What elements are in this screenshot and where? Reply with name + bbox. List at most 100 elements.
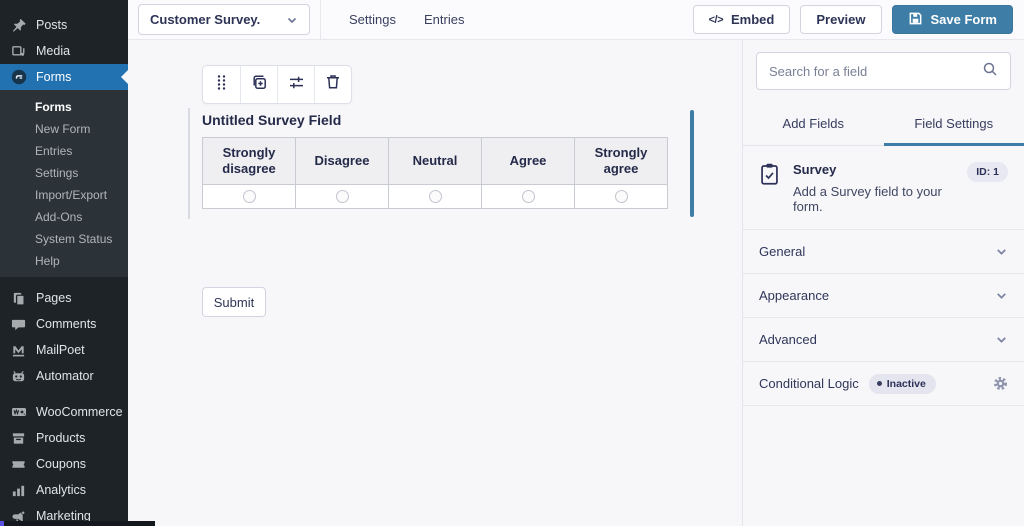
gravity-forms-icon xyxy=(10,69,27,85)
likert-table: Strongly disagree Disagree Neutral Agree… xyxy=(202,137,668,209)
field-settings-button[interactable] xyxy=(277,66,314,103)
conditional-logic-row: Conditional Logic Inactive xyxy=(743,361,1024,405)
embed-button[interactable]: </> Embed xyxy=(692,5,791,34)
likert-cell xyxy=(389,185,482,209)
sidebar-item-label: Coupons xyxy=(36,457,87,471)
status-badge: Inactive xyxy=(868,373,936,394)
sidebar-item-forms[interactable]: Forms xyxy=(0,64,128,90)
accordion-label: General xyxy=(759,244,806,259)
gear-icon[interactable] xyxy=(993,376,1008,391)
sidebar-item-coupons[interactable]: Coupons xyxy=(0,451,128,477)
survey-field[interactable]: Untitled Survey Field Strongly disagree … xyxy=(188,108,694,219)
field-id-badge: ID: 1 xyxy=(967,162,1008,182)
code-icon: </> xyxy=(708,13,724,26)
accordion-label: Advanced xyxy=(759,332,817,347)
submenu-item-help[interactable]: Help xyxy=(35,254,60,268)
submenu-item-entries[interactable]: Entries xyxy=(35,144,73,158)
sidebar-item-products[interactable]: Products xyxy=(0,425,128,451)
save-form-button[interactable]: Save Form xyxy=(891,5,1013,34)
likert-cell xyxy=(575,185,668,209)
chevron-down-icon xyxy=(995,289,1008,302)
likert-cell xyxy=(203,185,296,209)
chevron-down-icon xyxy=(286,14,298,26)
tab-add-fields[interactable]: Add Fields xyxy=(782,116,844,131)
sidebar-item-label: Pages xyxy=(36,291,72,305)
sidebar-item-woocommerce[interactable]: WooCommerce xyxy=(0,399,128,425)
form-switcher-value: Customer Survey. xyxy=(150,12,261,27)
sidebar-item-label: Products xyxy=(36,431,86,445)
sidebar-item-label: Forms xyxy=(36,70,72,84)
submenu-item-system-status[interactable]: System Status xyxy=(35,232,113,246)
submit-button[interactable]: Submit xyxy=(202,287,266,317)
likert-cell xyxy=(482,185,575,209)
likert-column-header: Neutral xyxy=(389,138,482,185)
duplicate-icon xyxy=(250,73,269,97)
radio-disagree[interactable] xyxy=(335,190,349,203)
sidebar-item-posts[interactable]: Posts xyxy=(0,12,128,38)
editor-topbar: Customer Survey. Settings Entries </> Em… xyxy=(128,0,1024,40)
sidebar-item-automator[interactable]: Automator xyxy=(0,363,128,389)
sidebar-item-pages[interactable]: Pages xyxy=(0,285,128,311)
drag-handle[interactable] xyxy=(203,66,240,103)
chevron-down-icon xyxy=(995,245,1008,258)
search-input[interactable] xyxy=(769,63,974,79)
bottom-edge-strip xyxy=(0,521,155,526)
likert-cell xyxy=(296,185,389,209)
sidebar-item-mailpoet[interactable]: MailPoet xyxy=(0,337,128,363)
submenu-item-import-export[interactable]: Import/Export xyxy=(35,188,108,202)
sidebar-item-label: Media xyxy=(36,44,71,58)
forms-submenu: Forms New Form Entries Settings Import/E… xyxy=(0,90,128,277)
radio-strongly-disagree[interactable] xyxy=(242,190,256,203)
sidebar-item-analytics[interactable]: Analytics xyxy=(0,477,128,503)
radio-strongly-agree[interactable] xyxy=(614,190,628,203)
sidebar-item-label: WooCommerce xyxy=(36,405,123,419)
likert-column-header: Strongly disagree xyxy=(203,138,296,185)
save-form-label: Save Form xyxy=(930,12,997,27)
sidebar-item-label: MailPoet xyxy=(36,343,85,357)
media-icon xyxy=(10,44,27,59)
sidebar-item-label: Comments xyxy=(36,317,97,331)
tab-field-settings[interactable]: Field Settings xyxy=(883,103,1024,146)
embed-button-label: Embed xyxy=(731,12,775,27)
status-badge-label: Inactive xyxy=(886,377,926,390)
accordion-general[interactable]: General xyxy=(743,229,1024,273)
comment-bubble-icon xyxy=(10,317,27,332)
field-selection-bar xyxy=(690,110,694,217)
duplicate-field-button[interactable] xyxy=(240,66,277,103)
clipboard-icon xyxy=(759,162,780,191)
tab-entries[interactable]: Entries xyxy=(423,12,465,27)
accordion-label: Appearance xyxy=(759,288,830,303)
form-switcher-dropdown[interactable]: Customer Survey. xyxy=(138,4,310,35)
field-type-header: Survey Add a Survey field to your form. … xyxy=(743,146,1024,229)
sidebar-item-label: Marketing xyxy=(36,509,91,523)
sidebar-item-marketing[interactable]: Marketing xyxy=(0,503,128,526)
ticket-icon xyxy=(10,457,27,472)
field-settings-panel: Add Fields Field Settings Survey Add a S… xyxy=(742,40,1024,526)
menu-separator xyxy=(0,389,128,399)
submenu-item-new-form[interactable]: New Form xyxy=(35,122,91,136)
likert-column-header: Strongly agree xyxy=(575,138,668,185)
sidebar-item-label: Posts xyxy=(36,18,68,32)
radio-agree[interactable] xyxy=(521,190,535,203)
panel-end-divider xyxy=(743,405,1024,406)
tab-settings[interactable]: Settings xyxy=(349,12,396,27)
wp-admin-sidebar: Posts Media Forms Forms New Form Entries… xyxy=(0,0,128,526)
field-search xyxy=(756,52,1011,90)
mailpoet-icon xyxy=(10,343,27,358)
sidebar-item-media[interactable]: Media xyxy=(0,38,128,64)
preview-button[interactable]: Preview xyxy=(800,5,882,34)
delete-field-button[interactable] xyxy=(314,66,351,103)
field-type-description: Add a Survey field to your form. xyxy=(793,184,942,214)
panel-tabs: Add Fields Field Settings xyxy=(743,103,1024,146)
accordion-advanced[interactable]: Advanced xyxy=(743,317,1024,361)
submenu-item-settings[interactable]: Settings xyxy=(35,166,79,180)
topbar-divider xyxy=(320,0,321,39)
pin-icon xyxy=(10,18,27,33)
sidebar-item-comments[interactable]: Comments xyxy=(0,311,128,337)
accordion-appearance[interactable]: Appearance xyxy=(743,273,1024,317)
radio-neutral[interactable] xyxy=(428,190,442,203)
submenu-item-forms[interactable]: Forms xyxy=(35,100,72,114)
pages-icon xyxy=(10,291,27,306)
submenu-item-add-ons[interactable]: Add-Ons xyxy=(35,210,83,224)
